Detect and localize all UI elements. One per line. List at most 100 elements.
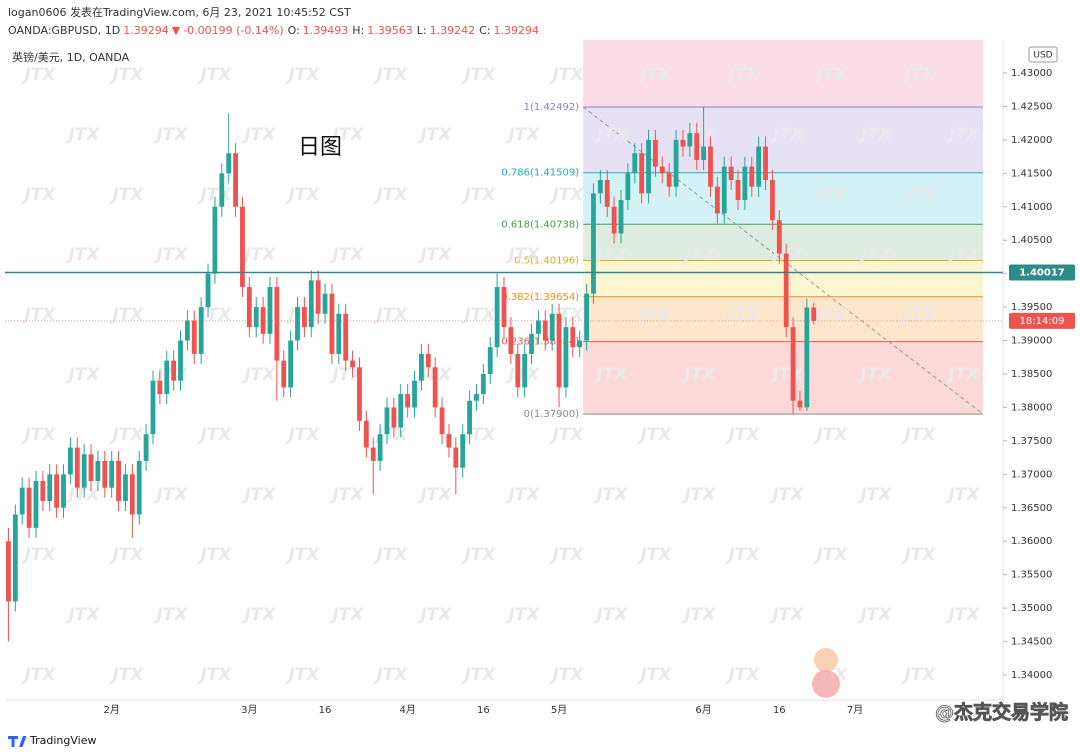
candle-body [474, 394, 479, 401]
candle-body [673, 139, 679, 187]
currency: USD [1033, 51, 1052, 61]
watermark: JTX [241, 125, 276, 145]
candle-body [811, 307, 817, 321]
watermark: JTX [65, 605, 100, 625]
watermark: JTX [109, 185, 144, 205]
candle-body [646, 139, 651, 194]
candle-body [536, 320, 541, 334]
annotation: 日图 [298, 135, 342, 160]
watermark: JTX [373, 185, 408, 205]
candle-body [274, 287, 280, 361]
candle-body [584, 293, 590, 341]
candle-body [742, 166, 748, 201]
legend-item: O: [288, 24, 300, 37]
candle-body [67, 447, 73, 475]
candle-body [625, 173, 631, 201]
legend-item: OANDA:GBPUSD, 1D [8, 24, 120, 37]
watermark: JTX [813, 65, 848, 85]
candle-body [357, 367, 362, 421]
candle-body [549, 313, 555, 341]
candle-body [597, 180, 603, 194]
legend-item: L: [417, 24, 427, 37]
x-tick-label: 16 [477, 705, 490, 716]
watermark: JTX [197, 665, 232, 685]
watermark: JTX [901, 545, 936, 565]
watermark: JTX [197, 425, 232, 445]
fib-label: 0.382(1.39654) [501, 292, 579, 303]
currency-box [1028, 46, 1058, 63]
candle-body [632, 153, 638, 174]
candle-body [659, 166, 665, 174]
candle-body [412, 380, 417, 408]
candle-body [246, 287, 252, 328]
legend-item: -0.00199 (-0.14%) [183, 24, 283, 37]
watermark: JTX [461, 185, 496, 205]
candle-body [432, 367, 438, 408]
candle-body [749, 166, 755, 187]
legend-item: ▼ [172, 24, 181, 37]
watermark: JTX [769, 125, 804, 145]
watermark: JTX [285, 185, 320, 205]
candle-body [157, 380, 163, 395]
candle-body [164, 360, 170, 395]
candle-body [308, 280, 314, 328]
candle-body [728, 166, 734, 180]
candle-body [770, 180, 775, 221]
watermark: JTX [417, 125, 452, 145]
candle-body [95, 460, 101, 482]
watermark: JTX [373, 545, 408, 565]
y-tick-label: 1.37000 [1011, 469, 1052, 480]
watermark: JTX [725, 545, 760, 565]
x-tick-label: 7月 [847, 704, 863, 716]
y-tick-label: 1.41500 [1011, 168, 1052, 179]
candle-body [529, 333, 534, 354]
fib-zone [583, 341, 984, 415]
candle-body [136, 460, 142, 515]
fib-label: 0.5(1.40196) [514, 256, 579, 267]
watermark: JTX [901, 425, 936, 445]
watermark: JTX [549, 305, 584, 325]
candle-body [563, 327, 569, 388]
candle-body [150, 380, 156, 435]
watermark: JTX [901, 65, 936, 85]
watermark: JTX [769, 605, 804, 625]
candle-body [639, 153, 645, 194]
watermark: JTX [593, 245, 628, 265]
watermark: JTX [549, 65, 584, 85]
watermark: JTX [945, 125, 980, 145]
candle-body [61, 474, 66, 508]
candle-body [804, 307, 810, 408]
legend-item: 1.39242 [430, 24, 476, 37]
candle-body [487, 347, 493, 374]
candle-body [694, 133, 700, 160]
candle-body [570, 327, 576, 348]
watermark: JTX [285, 425, 320, 445]
candle-body [26, 487, 32, 528]
candle-body [267, 287, 273, 334]
legend-item: C: [479, 24, 490, 37]
fib-zone [583, 224, 984, 261]
candle-body [446, 434, 452, 448]
watermark: JTX [21, 305, 56, 325]
watermark: JTX [153, 605, 188, 625]
candles [6, 106, 817, 642]
candle-body [680, 139, 686, 147]
watermark: JTX [153, 485, 188, 505]
candle-body [735, 180, 741, 201]
y-tick-label: 1.34500 [1011, 637, 1052, 648]
candle-body [47, 474, 53, 502]
fib-zone [583, 40, 984, 107]
candle-body [763, 146, 768, 180]
x-tick-label: 4月 [399, 704, 415, 716]
x-tick-label: 16 [319, 705, 332, 716]
header-line: logan0606 发表在TradingView.com, 6月 23, 202… [8, 5, 351, 19]
legend-item: 1.39294 [494, 24, 540, 37]
candle-body [123, 474, 128, 502]
watermark: JTX [109, 425, 144, 445]
candle-body [542, 320, 548, 341]
watermark: JTX [681, 485, 716, 505]
watermark: JTX [769, 365, 804, 385]
candle-body [301, 307, 307, 328]
watermark: JTX [109, 665, 144, 685]
watermark: JTX [945, 605, 980, 625]
